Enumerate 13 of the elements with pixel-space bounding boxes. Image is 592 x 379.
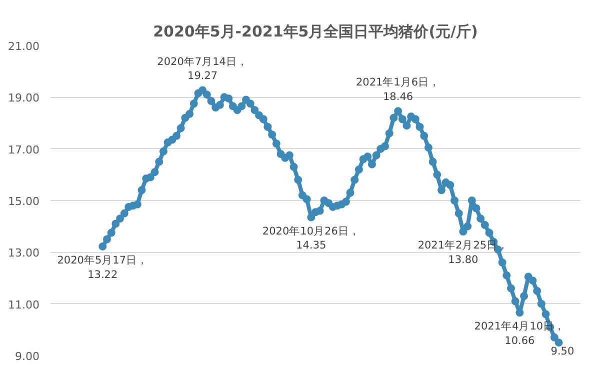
annotation: 2020年10月26日， 14.35: [262, 225, 360, 252]
y-tick-label: 15.00: [8, 195, 40, 208]
chart-title: 2020年5月-2021年5月全国日平均猪价(元/斤): [153, 22, 478, 40]
annotation: 2020年7月14日， 19.27: [157, 56, 248, 82]
annotation: 2021年1月6日， 18.46: [356, 76, 440, 104]
annotation: 2020年5月17日， 13.22: [57, 254, 148, 281]
y-tick-label: 17.00: [8, 143, 40, 156]
annotation: 9.50: [550, 346, 574, 358]
y-tick-label: 13.00: [8, 246, 40, 260]
y-tick-label: 9.00: [15, 350, 40, 363]
y-tick-label: 11.00: [8, 298, 40, 312]
y-tick-label: 19.00: [8, 92, 40, 105]
y-tick-label: 21.00: [8, 40, 40, 53]
